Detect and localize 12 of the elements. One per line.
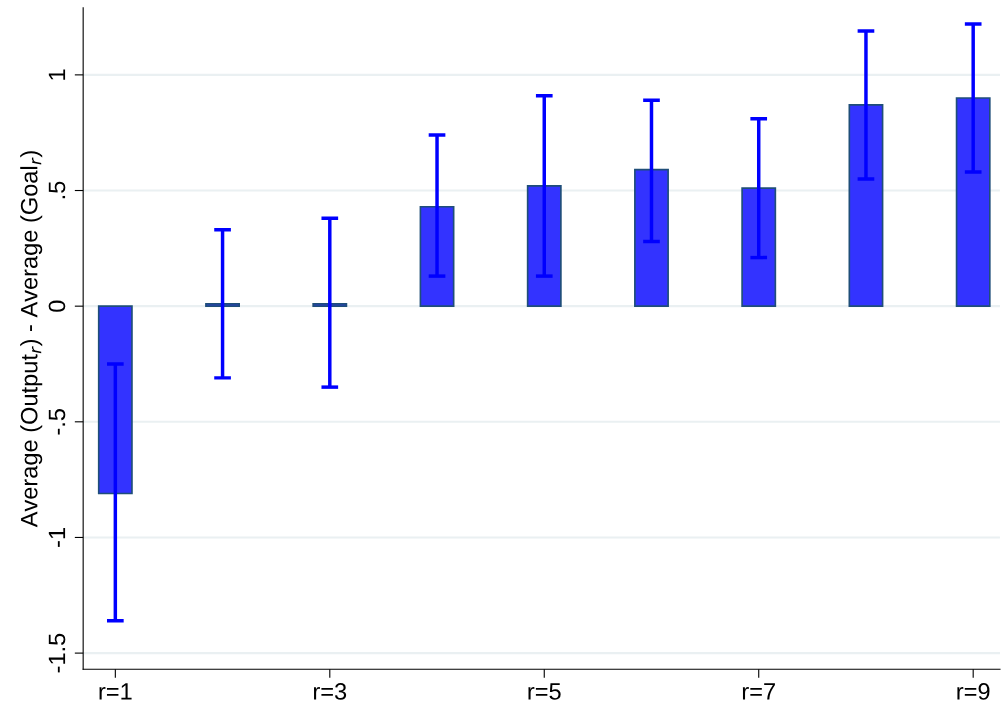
y-tick-label: 1 (48, 69, 66, 80)
y-tick-label: -1 (48, 528, 66, 547)
x-tick-label: r=5 (528, 683, 561, 700)
y-tick-label: -.5 (48, 409, 66, 435)
y-tick-label: .5 (48, 181, 66, 199)
y-tick-label: -1.5 (48, 633, 66, 673)
x-tick-label: r=1 (99, 683, 132, 700)
x-tick-label: r=3 (313, 683, 347, 700)
x-tick-label: r=9 (957, 683, 990, 700)
y-axis-title: Average (Output$_{r}$) - Average (Goal$_{r}$) (20, 151, 43, 528)
y-tick-label: 0 (48, 300, 66, 312)
x-tick-label: r=7 (742, 683, 775, 700)
